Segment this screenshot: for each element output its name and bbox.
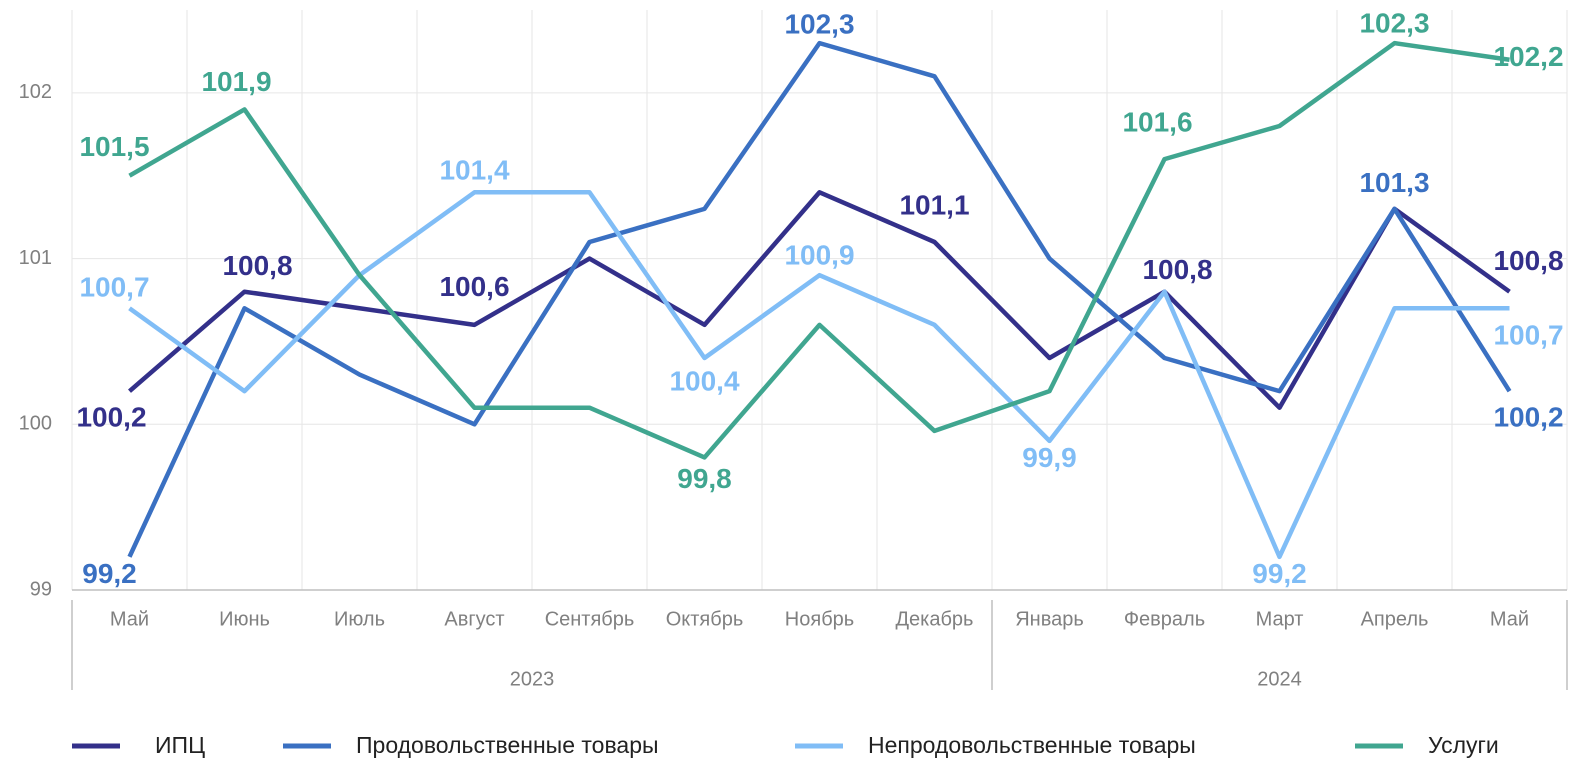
data-label: 101,5 — [79, 131, 149, 162]
y-tick-label: 102 — [19, 81, 52, 103]
data-label: 101,9 — [201, 66, 271, 97]
x-tick-label: Июль — [334, 608, 385, 630]
group-label: 2024 — [1257, 668, 1302, 690]
data-label: 102,3 — [784, 9, 854, 40]
data-label: 100,8 — [222, 250, 292, 281]
legend-label: Продовольственные товары — [356, 732, 659, 758]
data-label: 99,2 — [1252, 558, 1307, 589]
series-line — [128, 40, 1510, 460]
data-label: 100,7 — [1493, 320, 1563, 351]
data-label: 99,2 — [82, 558, 137, 589]
data-label: 100,8 — [1142, 254, 1212, 285]
data-label: 100,7 — [79, 272, 149, 303]
data-label: 100,2 — [1493, 402, 1563, 433]
data-label: 102,3 — [1359, 8, 1429, 39]
x-tick-label: Август — [444, 608, 504, 630]
x-tick-label: Январь — [1015, 608, 1084, 630]
x-tick-label: Март — [1256, 608, 1304, 630]
y-tick-label: 99 — [30, 578, 52, 600]
x-tick-label: Июнь — [219, 608, 270, 630]
x-tick-label: Февраль — [1124, 608, 1205, 630]
x-tick-label: Сентябрь — [545, 608, 635, 630]
data-label: 101,1 — [899, 189, 969, 220]
series-line — [128, 190, 1511, 410]
data-label: 100,8 — [1493, 245, 1563, 276]
data-label: 101,6 — [1122, 107, 1192, 138]
data-label: 102,2 — [1493, 41, 1563, 72]
x-tick-label: Май — [110, 608, 149, 630]
series-line — [127, 40, 1512, 558]
data-label: 100,4 — [669, 365, 739, 396]
x-tick-label: Апрель — [1361, 608, 1429, 630]
x-tick-label: Ноябрь — [785, 608, 854, 630]
y-tick-label: 101 — [19, 247, 52, 269]
x-tick-label: Октябрь — [666, 608, 744, 630]
group-label: 2023 — [510, 668, 555, 690]
data-label: 99,9 — [1022, 442, 1077, 473]
data-label: 100,9 — [784, 240, 854, 271]
y-tick-label: 100 — [19, 413, 52, 435]
x-tick-label: Декабрь — [896, 608, 974, 630]
legend-label: Непродовольственные товары — [868, 732, 1196, 758]
data-label: 100,6 — [439, 271, 509, 302]
data-label: 99,8 — [677, 463, 732, 494]
data-label: 100,2 — [76, 402, 146, 433]
data-label: 101,4 — [439, 155, 509, 186]
legend-label: ИПЦ — [155, 732, 205, 758]
legend-label: Услуги — [1428, 732, 1499, 758]
data-label: 101,3 — [1359, 167, 1429, 198]
x-tick-label: Май — [1490, 608, 1529, 630]
